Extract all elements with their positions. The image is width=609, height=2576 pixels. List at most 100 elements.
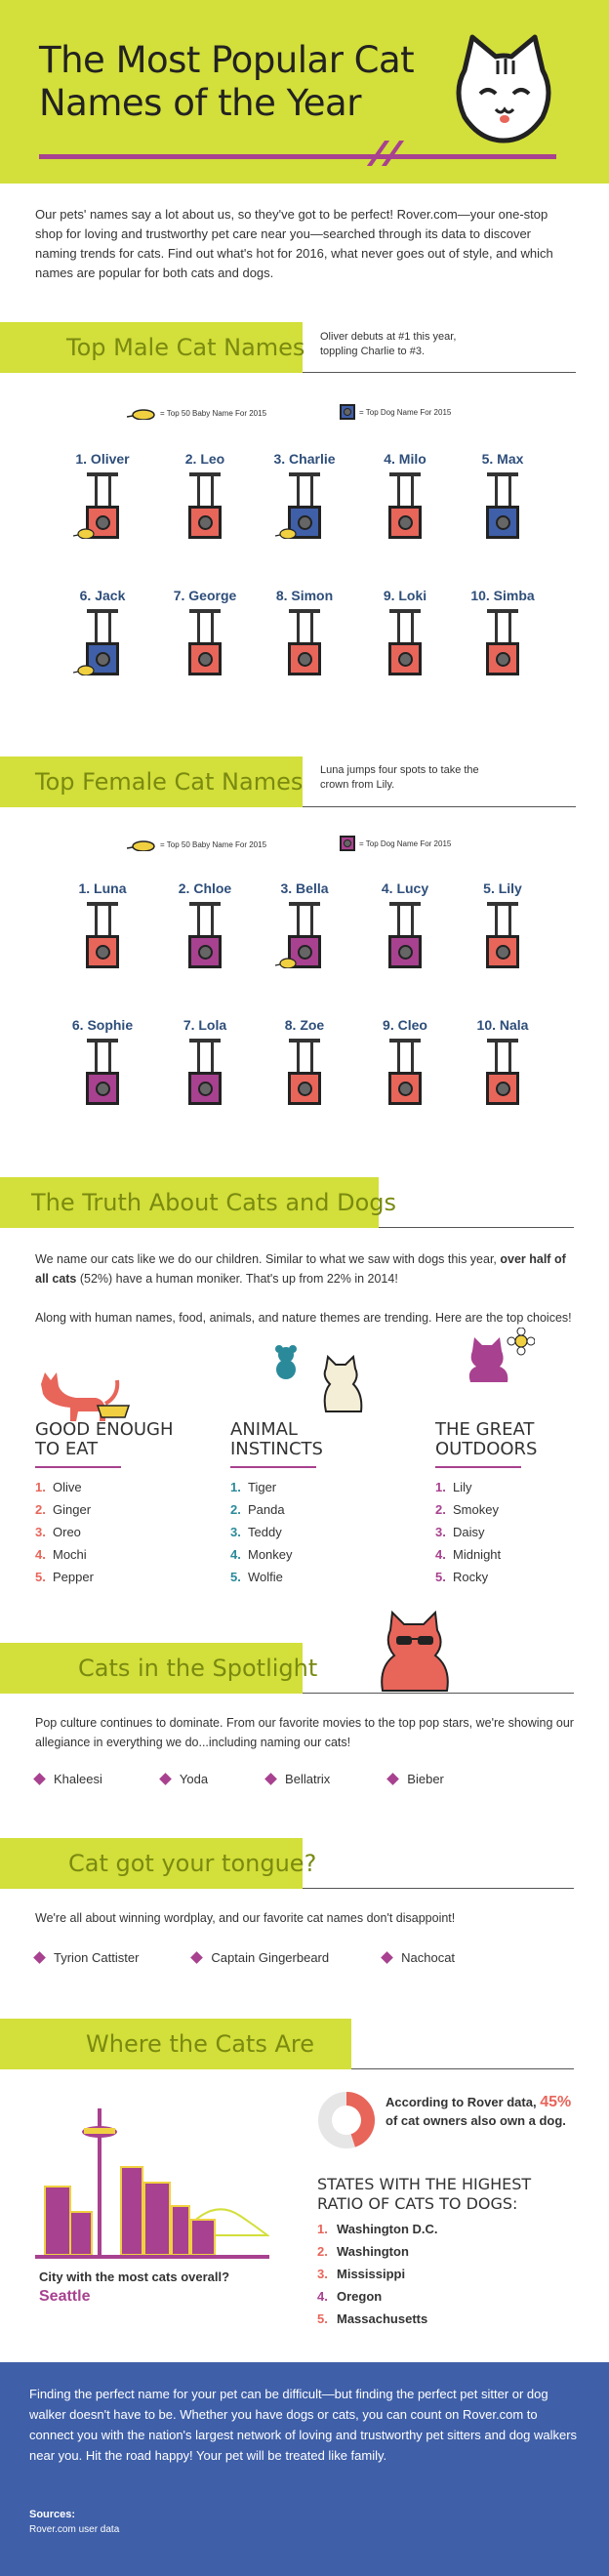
seattle-skyline-icon	[35, 2108, 269, 2259]
cat-name-item: 9. Loki	[356, 588, 454, 687]
cat-tree-icon	[275, 472, 334, 551]
states-list: 1. Washington D.C. 2. Washington 3. Mississip…	[317, 2218, 438, 2330]
state-item: 5. Massachusetts	[317, 2311, 428, 2326]
cat-tree-icon	[376, 902, 434, 980]
category-rule	[230, 1466, 316, 1468]
cat-name-item: 8. Simon	[256, 588, 353, 687]
cat-tree-icon	[473, 472, 532, 551]
cat-with-flower-icon	[468, 1328, 535, 1382]
title-line-1: The Most Popular Cat	[39, 39, 415, 81]
truth-section-title: The Truth About Cats and Dogs	[31, 1189, 397, 1216]
sources-label: Sources:	[29, 2509, 76, 2520]
cat-name-label: 6. Sophie	[71, 1017, 134, 1033]
list-item: 5. Wolfie	[230, 1570, 283, 1584]
tongue-section-title: Cat got your tongue?	[68, 1850, 317, 1877]
female-legend-dog: = Top Dog Name For 2015	[340, 836, 451, 851]
cat-tree-icon	[176, 1039, 234, 1117]
cat-tree-icon	[73, 1039, 132, 1117]
category-rule	[35, 1466, 121, 1468]
tongue-paragraph: We're all about winning wordplay, and ou…	[35, 1911, 456, 1925]
male-section-note: Oliver debuts at #1 this year, toppling …	[320, 331, 457, 357]
rover-stat: According to Rover data, 45% of cat owne…	[386, 2093, 581, 2130]
spotlight-section-title: Cats in the Spotlight	[78, 1655, 318, 1682]
category-list: 1. Tiger 2. Panda 3. Teddy 4. Monkey 5. Wolfie	[230, 1476, 293, 1588]
cat-name-label: 5. Max	[481, 451, 524, 467]
intro-paragraph: Our pets' names say a lot about us, so t…	[35, 207, 553, 280]
name-tag: Khaleesi	[33, 1772, 102, 1786]
city-question: City with the most cats overall?	[39, 2269, 230, 2284]
name-tag: Tyrion Cattister	[33, 1950, 139, 1965]
cat-tree-icon	[73, 472, 132, 551]
cat-tree-icon	[376, 1039, 434, 1117]
truth-paragraph-2: Along with human names, food, animals, a…	[35, 1311, 572, 1325]
cat-name-label: 7. George	[173, 588, 237, 603]
cat-name-item: 5. Max	[454, 451, 551, 551]
cat-name-label: 8. Simon	[275, 588, 334, 603]
list-item: 2. Ginger	[35, 1502, 92, 1517]
truth-text-a: We name our cats like we do our children…	[35, 1252, 501, 1266]
state-item: 1. Washington D.C.	[317, 2222, 438, 2236]
where-section-title: Where the Cats Are	[86, 2030, 314, 2058]
list-item: 1. Tiger	[230, 1480, 277, 1494]
footer-text: Finding the perfect name for your pet ca…	[29, 2387, 578, 2463]
city-answer: Seattle	[39, 2288, 91, 2305]
cat-name-label: 9. Cleo	[383, 1017, 427, 1033]
list-item: 2. Panda	[230, 1502, 285, 1517]
diamond-icon	[381, 1951, 393, 1964]
cat-name-item: 7. Lola	[156, 1017, 254, 1117]
cat-name-label: 7. Lola	[183, 1017, 227, 1033]
list-item: 4. Midnight	[435, 1547, 502, 1562]
blue-box-icon	[340, 404, 355, 420]
cat-tree-icon	[176, 472, 234, 551]
truth-paragraph-1: We name our cats like we do our children…	[35, 1249, 574, 1288]
where-section-band: Where the Cats Are	[0, 2019, 351, 2069]
purple-box-icon	[340, 836, 355, 851]
list-item: 4. Monkey	[230, 1547, 293, 1562]
cat-tree-icon	[275, 902, 334, 980]
name-tag: Nachocat	[381, 1950, 455, 1965]
diamond-icon	[264, 1773, 277, 1785]
category-list: 1. Lily 2. Smokey 3. Daisy 4. Midnight 5. Rocky	[435, 1476, 501, 1588]
hero-divider	[39, 154, 556, 159]
footer: Finding the perfect name for your pet ca…	[0, 2362, 609, 2576]
cat-name-label: 1. Luna	[78, 880, 127, 896]
category-heading: THE GREAT OUTDOORS	[435, 1419, 538, 1459]
cat-name-item: 6. Sophie	[54, 1017, 151, 1117]
state-item: 3. Mississippi	[317, 2267, 406, 2281]
name-tag: Captain Gingerbeard	[190, 1950, 329, 1965]
male-legend-baby: = Top 50 Baby Name For 2015	[127, 406, 266, 420]
truth-text-b: (52%) have a human moniker. That's up fr…	[76, 1272, 398, 1286]
cat-tree-icon	[176, 609, 234, 687]
mouse-icon	[127, 840, 155, 851]
cat-name-label: 1. Oliver	[75, 451, 130, 467]
list-item: 1. Lily	[435, 1480, 472, 1494]
cat-name-label: 2. Leo	[184, 451, 225, 467]
list-item: 4. Mochi	[35, 1547, 87, 1562]
spotlight-section-rule	[303, 1693, 574, 1694]
cat-name-item: 2. Chloe	[156, 880, 254, 980]
cat-name-item: 3. Charlie	[256, 451, 353, 551]
legend-baby-label: = Top 50 Baby Name For 2015	[160, 408, 267, 418]
cat-name-item: 1. Oliver	[54, 451, 151, 551]
cat-name-label: 5. Lily	[483, 880, 522, 896]
page-title: The Most Popular Cat Names of the Year	[39, 39, 449, 125]
female-section-band: Top Female Cat Names	[0, 756, 303, 807]
mouse-icon	[73, 528, 95, 539]
cat-tree-icon	[376, 609, 434, 687]
cat-name-item: 10. Simba	[454, 588, 551, 687]
cat-name-label: 2. Chloe	[178, 880, 232, 896]
female-section-note: Luna jumps four spots to take the crown …	[320, 764, 479, 791]
list-item: 1. Olive	[35, 1480, 82, 1494]
teddy-bear-icon	[275, 1345, 297, 1379]
states-heading: STATES WITH THE HIGHEST RATIO OF CATS TO…	[317, 2175, 532, 2213]
stat-percent: 45%	[540, 2094, 572, 2110]
female-legend-baby: = Top 50 Baby Name For 2015	[127, 838, 266, 851]
female-section-rule	[303, 806, 576, 807]
cat-name-item: 10. Nala	[454, 1017, 551, 1117]
cat-name-label: 3. Bella	[280, 880, 329, 896]
list-item: 3. Teddy	[230, 1525, 282, 1539]
diamond-icon	[33, 1773, 46, 1785]
legend-dog-label: = Top Dog Name For 2015	[359, 407, 452, 417]
tongue-tags: Tyrion Cattister Captain Gingerbeard Nacho…	[33, 1950, 455, 1965]
sitting-cat-icon	[323, 1355, 363, 1412]
